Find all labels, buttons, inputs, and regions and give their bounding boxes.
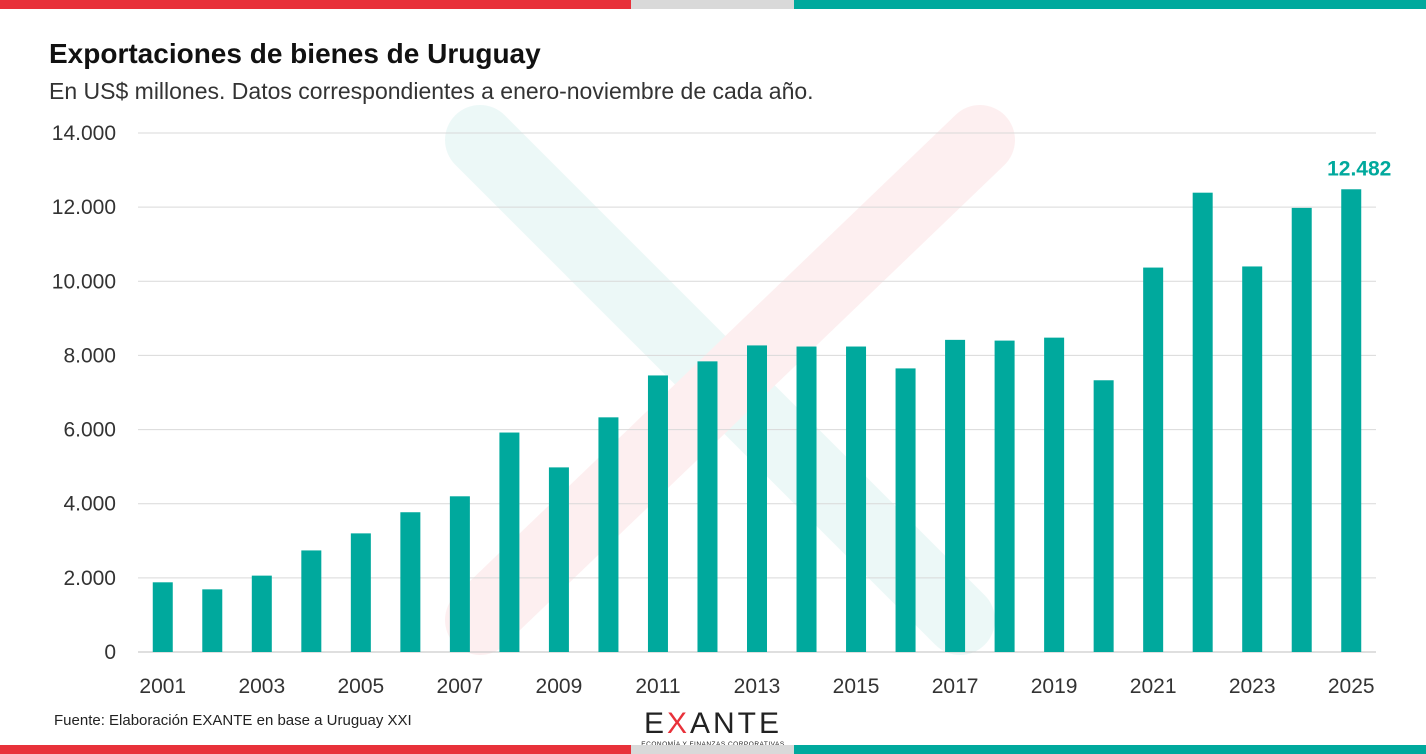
bar-2020 <box>1093 380 1114 652</box>
x-tick-label: 2019 <box>1031 675 1078 698</box>
bar-2011 <box>647 375 668 652</box>
logo-word-part2: ANTE <box>690 707 783 740</box>
bar-2008 <box>499 432 520 652</box>
bar-2003 <box>251 575 272 652</box>
y-tick-label: 4.000 <box>63 493 116 516</box>
bar-2010 <box>598 417 619 652</box>
x-tick-label: 2007 <box>437 675 484 698</box>
chart-title: Exportaciones de bienes de Uruguay <box>49 38 541 69</box>
bottom-stripe-red <box>0 745 631 754</box>
top-stripe-teal <box>794 0 1426 9</box>
x-tick-label: 2003 <box>238 675 285 698</box>
watermark-stroke-teal <box>445 105 995 655</box>
bar-2024 <box>1291 207 1312 653</box>
x-tick-label: 2015 <box>833 675 880 698</box>
bar-2009 <box>548 467 569 652</box>
bar-2002 <box>202 589 223 652</box>
data-labels: 12.482 <box>1327 157 1391 180</box>
top-stripe-gray <box>631 0 794 9</box>
bar-2001 <box>152 582 173 652</box>
top-accent-stripe <box>0 0 1426 9</box>
bar-2021 <box>1143 267 1164 652</box>
y-tick-label: 12.000 <box>52 196 116 219</box>
x-tick-label: 2025 <box>1328 675 1375 698</box>
y-tick-label: 14.000 <box>52 122 116 145</box>
bottom-stripe-gray <box>631 745 794 754</box>
bar-2006 <box>400 512 421 652</box>
x-axis-tick-labels: 2001 2003 2005 2007 2009 2011 2013 2015 2017 2019… <box>139 675 1374 698</box>
y-tick-label: 2.000 <box>63 567 116 590</box>
x-tick-label: 2023 <box>1229 675 1276 698</box>
bottom-accent-stripe <box>0 745 1426 754</box>
bar-2015 <box>846 346 867 652</box>
bar-2023 <box>1242 266 1263 652</box>
bar-2022 <box>1192 192 1213 652</box>
bar-2013 <box>747 345 767 652</box>
x-tick-label: 2017 <box>932 675 979 698</box>
x-tick-label: 2009 <box>536 675 583 698</box>
data-label: 12.482 <box>1327 157 1391 180</box>
x-tick-label: 2005 <box>337 675 384 698</box>
x-tick-label: 2021 <box>1130 675 1177 698</box>
logo-wordmark: EXANTE <box>630 708 796 740</box>
y-tick-label: 8.000 <box>63 344 116 367</box>
x-tick-label: 2011 <box>635 675 680 698</box>
bar-2007 <box>449 496 470 652</box>
bar-2012 <box>697 361 718 652</box>
bars <box>152 189 1362 653</box>
y-tick-label: 10.000 <box>52 270 116 293</box>
x-tick-label: 2001 <box>139 675 186 698</box>
bar-2025 <box>1341 189 1362 653</box>
bar-2014 <box>796 346 817 652</box>
y-tick-label: 6.000 <box>63 419 116 442</box>
x-tick-label: 2013 <box>734 675 781 698</box>
logo-word-part1: E <box>643 707 667 740</box>
logo-tagline: ECONOMÍA Y FINANZAS CORPORATIVAS <box>630 741 796 748</box>
bar-2005 <box>350 533 371 652</box>
bar-2017 <box>945 339 966 652</box>
y-tick-label: 0 <box>104 641 116 664</box>
bar-2018 <box>994 340 1015 652</box>
logo-word-x: X <box>666 707 690 740</box>
bar-2016 <box>895 368 916 652</box>
bar-2019 <box>1044 337 1065 652</box>
y-axis-tick-labels: 0 2.000 4.000 6.000 8.000 10.000 12.000 14.000 <box>52 122 116 664</box>
chart-subtitle: En US$ millones. Datos correspondientes … <box>49 78 814 104</box>
top-stripe-red <box>0 0 631 9</box>
bottom-stripe-teal <box>794 745 1426 754</box>
bar-2004 <box>301 550 322 652</box>
source-note: Fuente: Elaboración EXANTE en base a Uru… <box>54 712 412 729</box>
